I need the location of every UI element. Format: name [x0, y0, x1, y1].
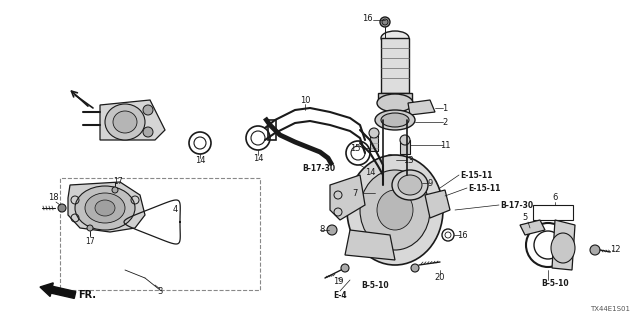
Circle shape	[112, 187, 118, 193]
Text: 20: 20	[435, 274, 445, 283]
Text: 11: 11	[440, 140, 451, 149]
Circle shape	[143, 127, 153, 137]
Bar	[268, 120, 276, 140]
Text: FR.: FR.	[78, 290, 96, 300]
Text: 18: 18	[48, 194, 58, 203]
Text: 7: 7	[352, 188, 358, 197]
Ellipse shape	[375, 110, 415, 130]
Circle shape	[143, 105, 153, 115]
Circle shape	[590, 245, 600, 255]
Text: 9: 9	[428, 179, 433, 188]
Ellipse shape	[105, 104, 145, 140]
Ellipse shape	[360, 170, 430, 250]
Ellipse shape	[381, 113, 409, 127]
Ellipse shape	[381, 31, 409, 45]
Text: B-17-30: B-17-30	[500, 201, 533, 210]
Circle shape	[369, 128, 379, 138]
Ellipse shape	[113, 111, 137, 133]
Text: 17: 17	[85, 236, 95, 245]
Text: 14: 14	[195, 156, 205, 164]
Text: B-17-30: B-17-30	[302, 164, 335, 172]
Text: 16: 16	[362, 13, 372, 22]
Ellipse shape	[85, 193, 125, 223]
Bar	[400, 140, 410, 154]
Bar	[381, 38, 409, 93]
Text: TX44E1S01: TX44E1S01	[590, 306, 630, 312]
Text: 19: 19	[333, 277, 343, 286]
Text: 5: 5	[522, 213, 527, 222]
Text: 12: 12	[610, 245, 620, 254]
Circle shape	[87, 225, 93, 231]
Polygon shape	[330, 175, 365, 220]
Circle shape	[58, 204, 66, 212]
Bar	[533, 205, 573, 220]
Text: 8: 8	[319, 226, 324, 235]
Polygon shape	[68, 182, 145, 232]
Circle shape	[382, 19, 388, 25]
FancyArrow shape	[40, 283, 76, 299]
Circle shape	[400, 135, 410, 145]
Circle shape	[411, 264, 419, 272]
Text: 17: 17	[113, 177, 123, 186]
Polygon shape	[345, 230, 395, 260]
Text: E-4: E-4	[333, 291, 347, 300]
Polygon shape	[408, 100, 435, 115]
Text: E-15-11: E-15-11	[468, 183, 500, 193]
Text: 3: 3	[157, 287, 163, 297]
Text: 14: 14	[365, 167, 375, 177]
Ellipse shape	[392, 170, 428, 200]
Polygon shape	[425, 190, 450, 218]
Text: 13: 13	[403, 156, 413, 164]
Text: 14: 14	[253, 154, 263, 163]
Text: 1: 1	[442, 103, 447, 113]
Text: 10: 10	[300, 95, 310, 105]
Polygon shape	[552, 220, 575, 270]
Circle shape	[327, 225, 337, 235]
Ellipse shape	[75, 186, 135, 230]
Text: 6: 6	[552, 194, 557, 203]
Ellipse shape	[347, 155, 443, 265]
Ellipse shape	[551, 233, 575, 263]
Circle shape	[380, 17, 390, 27]
Bar	[370, 133, 378, 151]
Text: E-15-11: E-15-11	[460, 171, 492, 180]
Polygon shape	[520, 220, 545, 235]
Text: 16: 16	[457, 230, 467, 239]
Text: B-5-10: B-5-10	[541, 279, 569, 289]
Bar	[60, 178, 260, 290]
Ellipse shape	[377, 190, 413, 230]
Bar	[378, 93, 412, 103]
Ellipse shape	[398, 175, 422, 195]
Text: 15: 15	[349, 143, 360, 153]
Ellipse shape	[377, 94, 413, 112]
Text: 4: 4	[172, 205, 178, 214]
Text: 2: 2	[442, 117, 447, 126]
Text: B-5-10: B-5-10	[361, 281, 389, 290]
Polygon shape	[100, 100, 165, 140]
Circle shape	[341, 264, 349, 272]
Ellipse shape	[95, 200, 115, 216]
